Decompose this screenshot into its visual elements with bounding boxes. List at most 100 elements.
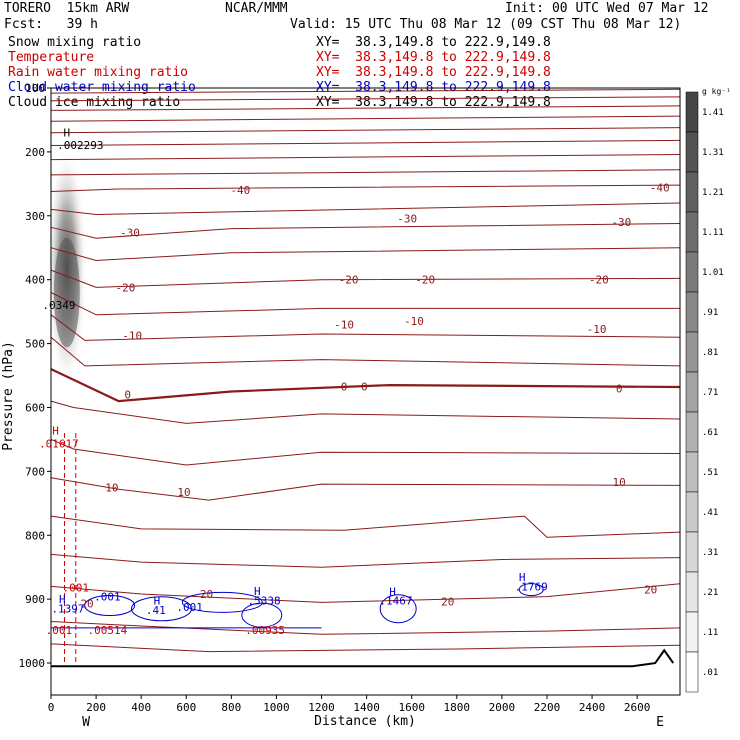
colorbar-cell xyxy=(685,451,699,493)
isotherm-label: -10 xyxy=(587,323,607,336)
cloud-water-contour xyxy=(181,591,263,613)
plot-frame xyxy=(50,87,681,696)
cloud-water-contour xyxy=(518,583,544,597)
isotherm-label: 0 xyxy=(341,380,348,393)
max-value-label: .001 xyxy=(94,591,121,604)
isotherm-line xyxy=(50,583,681,603)
cloud-water-contour xyxy=(84,595,136,617)
colorbar-cell xyxy=(685,611,699,653)
colorbar-cell xyxy=(685,411,699,453)
isotherm-label: -20 xyxy=(589,274,609,287)
y-tick-label: 300 xyxy=(25,210,45,223)
max-value-label: .00514 xyxy=(87,624,127,637)
colorbar-cell xyxy=(685,571,699,613)
cloud-water-contour xyxy=(379,594,417,624)
colorbar-cell xyxy=(685,371,699,413)
x-tick-label: 1200 xyxy=(308,701,335,714)
max-value-label: .5338 xyxy=(247,594,280,607)
isotherm-label: -10 xyxy=(404,315,424,328)
isotherm-line xyxy=(50,477,681,501)
colorbar-label: 1.21 xyxy=(702,188,724,198)
y-tick-label: 200 xyxy=(25,146,45,159)
isotherm-line xyxy=(50,223,681,239)
x-tick-label: 2400 xyxy=(579,701,606,714)
max-value-label: .01617 xyxy=(39,437,79,450)
max-value-label: H xyxy=(254,585,261,598)
colorbar-label: .81 xyxy=(702,348,718,358)
isotherm-label: -30 xyxy=(120,226,140,239)
isotherm-line xyxy=(50,515,681,538)
x-tick-label: 800 xyxy=(221,701,241,714)
legend-rain: Rain water mixing ratio xyxy=(8,65,189,80)
y-tick-label: 400 xyxy=(25,274,45,287)
y-tick-label: 1000 xyxy=(19,657,46,670)
x-tick-label: 0 xyxy=(48,701,55,714)
legend-rain-xy: XY= 38.3,149.8 to 222.9,149.8 xyxy=(316,65,551,80)
isotherm-line xyxy=(50,184,681,192)
legend-snow-xy: XY= 38.3,149.8 to 222.9,149.8 xyxy=(316,35,551,50)
y-tick-label: 600 xyxy=(25,401,45,414)
isotherm-label: -20 xyxy=(115,281,135,294)
init-time: Init: 00 UTC Wed 07 Mar 12 xyxy=(505,1,709,16)
isotherm-label: 0 xyxy=(361,380,368,393)
isotherm-line xyxy=(50,438,681,466)
max-value-label: .001 xyxy=(63,582,90,595)
isotherm-label: -30 xyxy=(397,212,417,225)
y-axis-title: Pressure (hPa) xyxy=(1,341,16,451)
x-tick-label: 2000 xyxy=(489,701,516,714)
isotherm-label: 0 xyxy=(124,389,131,402)
colorbar-label: .61 xyxy=(702,428,718,438)
isotherm-label: -40 xyxy=(230,184,250,197)
colorbar-label: 1.11 xyxy=(702,228,724,238)
isotherm-label: 0 xyxy=(616,382,623,395)
isotherm-line xyxy=(50,292,680,316)
max-value-label: H xyxy=(59,593,66,606)
max-value-label: .002293 xyxy=(57,139,103,152)
isotherm-label: -10 xyxy=(334,318,354,331)
model-name: TORERO 15km ARW xyxy=(4,1,130,16)
y-tick-label: 100 xyxy=(25,82,45,95)
colorbar-label: .71 xyxy=(702,388,718,398)
legend-temperature: Temperature xyxy=(8,50,95,65)
colorbar-label: .01 xyxy=(702,668,718,678)
isotherm-line xyxy=(50,553,681,568)
isotherm-label: -40 xyxy=(650,182,670,195)
colorbar-cell xyxy=(685,531,699,573)
isotherm-label: 20 xyxy=(80,598,93,611)
colorbar-cell xyxy=(685,91,699,133)
y-tick-label: 700 xyxy=(25,465,45,478)
isotherm-line xyxy=(50,115,681,122)
east-end-label: E xyxy=(656,715,664,730)
max-value-label: H xyxy=(519,571,526,584)
isotherm-label: 10 xyxy=(613,476,626,489)
snow-shading-core xyxy=(53,237,80,348)
isotherm-line xyxy=(50,169,681,176)
colorbar-cell xyxy=(685,131,699,173)
isotherm-line xyxy=(50,247,681,262)
isotherm-label: -10 xyxy=(122,329,142,342)
legend-cloud-ice: Cloud ice mixing ratio xyxy=(8,95,181,110)
colorbar-label: 1.01 xyxy=(702,268,724,278)
max-value-label: .1397 xyxy=(51,603,84,616)
isotherm-line xyxy=(50,643,681,653)
x-tick-label: 2200 xyxy=(534,701,561,714)
x-tick-label: 1400 xyxy=(353,701,380,714)
org-name: NCAR/MMM xyxy=(225,1,288,16)
x-tick-label: 200 xyxy=(86,701,106,714)
isotherm-label: 10 xyxy=(177,486,190,499)
max-value-label: H xyxy=(52,424,59,437)
isotherm-line xyxy=(50,202,681,216)
legend-snow: Snow mixing ratio xyxy=(8,35,142,50)
max-value-label: H xyxy=(63,127,70,140)
colorbar-label: .41 xyxy=(702,508,718,518)
isotherm-label: 20 xyxy=(200,588,213,601)
isotherm-label: 20 xyxy=(644,584,657,597)
max-value-label: .1769 xyxy=(515,580,548,593)
max-value-label: .41 xyxy=(146,604,166,617)
colorbar-label: .31 xyxy=(702,548,718,558)
x-tick-label: 1600 xyxy=(398,701,425,714)
colorbar-label: .21 xyxy=(702,588,718,598)
max-value-label: .001 xyxy=(46,624,73,637)
ground-line xyxy=(51,648,675,668)
